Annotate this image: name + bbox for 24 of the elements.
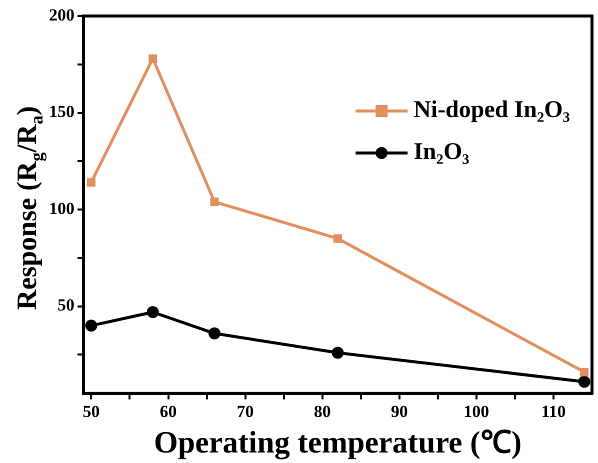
x-tick-label: 50 xyxy=(82,402,100,421)
point xyxy=(146,306,159,318)
y-tick-label: 150 xyxy=(49,102,74,122)
x-tick-label: 90 xyxy=(390,402,408,421)
point xyxy=(208,327,220,340)
x-tick-label: 100 xyxy=(464,402,490,421)
x-tick-label: 110 xyxy=(541,402,566,421)
point xyxy=(86,178,96,187)
x-tick-label: 60 xyxy=(160,402,177,421)
point xyxy=(578,376,590,388)
legend-label: In₂O₃ xyxy=(414,139,470,166)
x-tick-label: 70 xyxy=(236,402,254,421)
y-tick-label: 50 xyxy=(58,296,74,315)
point xyxy=(85,320,98,332)
point xyxy=(332,346,344,359)
point xyxy=(148,54,158,63)
y-tick-label: 200 xyxy=(49,5,74,24)
point xyxy=(334,234,342,243)
y-tick-label: 100 xyxy=(49,198,74,218)
legend-label: Ni-doped In₂O₃ xyxy=(414,97,570,124)
point xyxy=(210,198,219,206)
x-axis-title: Operating temperature (℃) xyxy=(154,424,522,460)
x-tick-label: 80 xyxy=(314,402,331,421)
point xyxy=(580,368,589,376)
